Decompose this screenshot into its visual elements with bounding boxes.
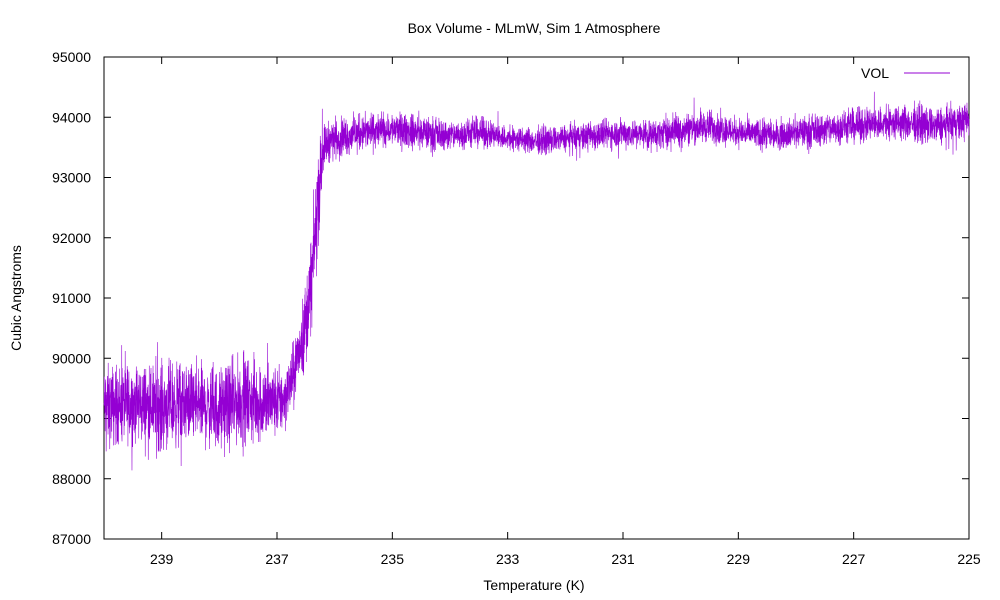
x-tick-label: 239	[150, 551, 174, 567]
axis-ticks: 239 237 235 233 231 229 227 225 87000 88000 89000 9…	[52, 49, 981, 567]
series-line-vol	[103, 91, 970, 471]
x-tick-label: 225	[957, 551, 981, 567]
chart-title: Box Volume - MLmW, Sim 1 Atmosphere	[408, 20, 661, 36]
legend: VOL	[861, 65, 950, 81]
y-tick-label: 95000	[52, 49, 91, 65]
y-tick-label: 87000	[52, 531, 91, 547]
x-tick-label: 231	[611, 551, 635, 567]
x-tick-label: 229	[727, 551, 751, 567]
x-tick-label: 235	[381, 551, 405, 567]
x-tick-label: 227	[842, 551, 866, 567]
y-tick-label: 88000	[52, 471, 91, 487]
x-axis-label: Temperature (K)	[483, 577, 584, 593]
y-tick-label: 89000	[52, 411, 91, 427]
y-tick-label: 91000	[52, 290, 91, 306]
legend-label-vol: VOL	[861, 65, 889, 81]
y-tick-label: 92000	[52, 230, 91, 246]
y-axis-label: Cubic Angstroms	[8, 245, 24, 351]
x-tick-label: 233	[496, 551, 520, 567]
y-tick-label: 90000	[52, 350, 91, 366]
y-tick-label: 94000	[52, 109, 91, 125]
x-tick-label: 237	[265, 551, 289, 567]
y-tick-label: 93000	[52, 170, 91, 186]
